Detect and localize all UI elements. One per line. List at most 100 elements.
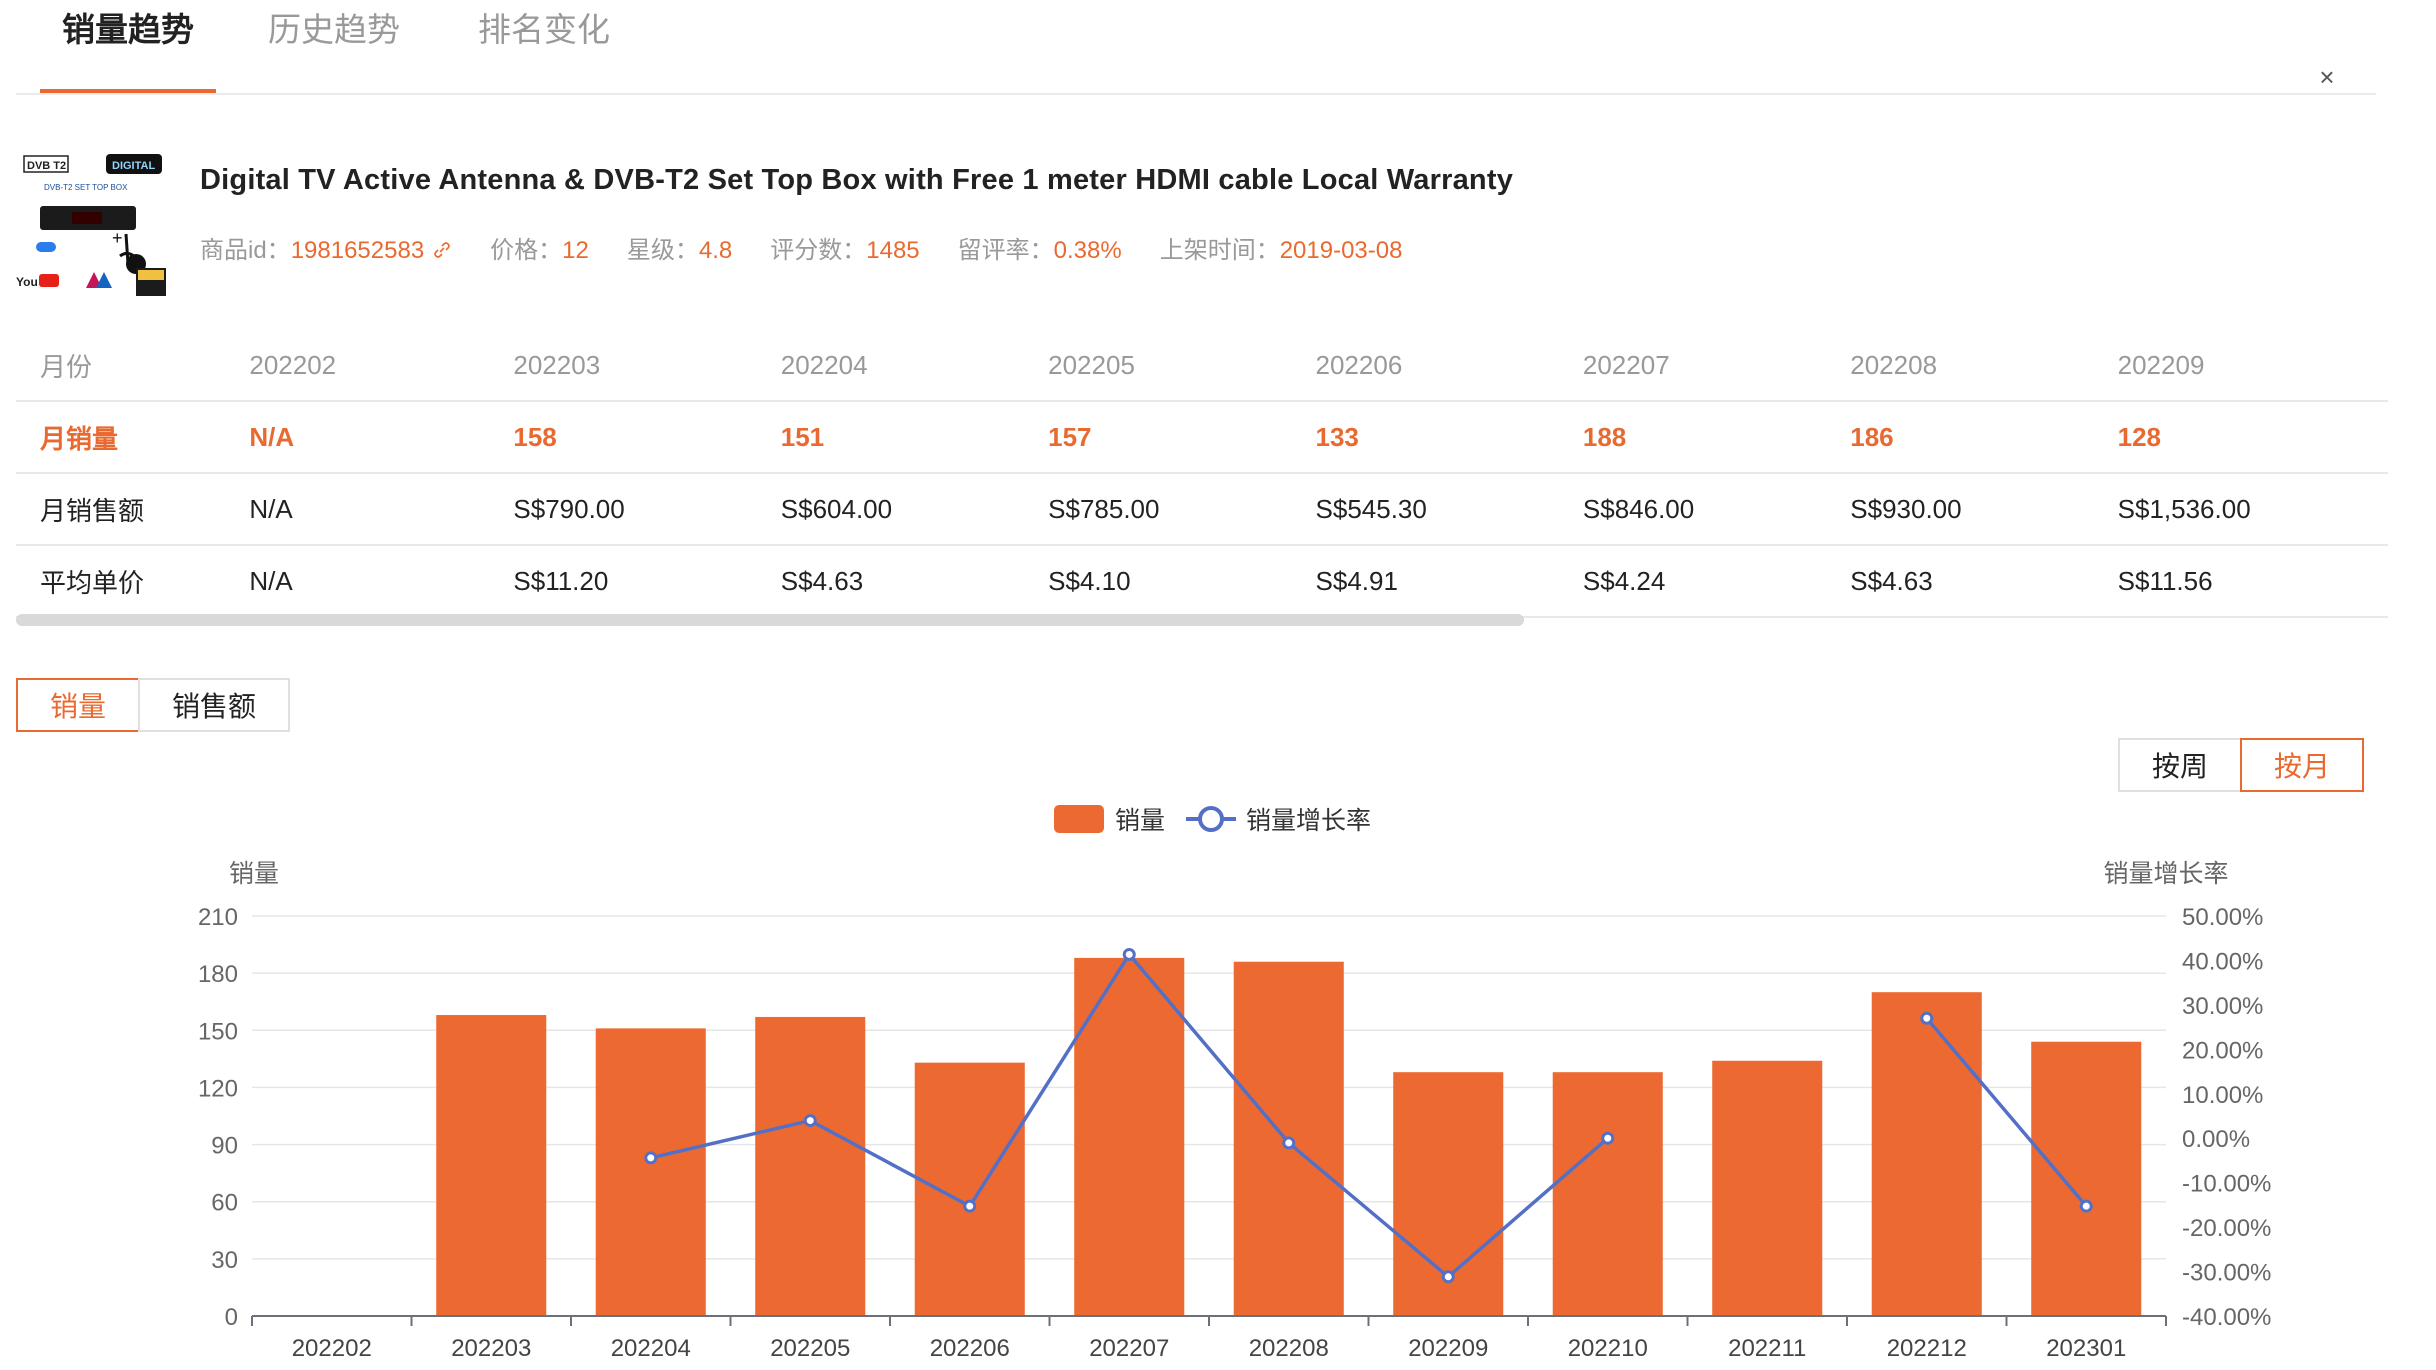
y-tick-label: 60 [211, 1190, 238, 1217]
period-button-2[interactable]: 按月 [2240, 738, 2364, 792]
meta-value[interactable]: 1981652583 [290, 237, 425, 264]
meta-value: 2019-03-08 [1279, 237, 1403, 264]
x-tick-label: 202210 [1568, 1335, 1648, 1362]
bar [595, 1028, 706, 1316]
x-tick-label: 202301 [2046, 1335, 2126, 1362]
row-label: 月销售额 [16, 473, 250, 546]
table-cell: 202205 [1048, 330, 1316, 402]
bar [755, 1016, 866, 1316]
bar [1233, 961, 1344, 1316]
metric-button-1[interactable]: 销量 [16, 678, 140, 732]
meta-label: 商品id： [200, 237, 291, 264]
meta-label: 星级： [626, 237, 699, 264]
table-row: 月销量 N/A 158 151 157 133 188 186 128 [16, 401, 2388, 474]
row-label: 月销量 [16, 401, 250, 474]
table-cell: 128 [2117, 401, 2388, 474]
table-cell: 188 [1582, 401, 1851, 474]
meta-item: 星级：4.8 [627, 237, 732, 264]
table-cell: S$846.00 [1582, 473, 1851, 546]
table-cell: 202207 [1582, 330, 1851, 402]
metric-button-2[interactable]: 销售额 [138, 678, 290, 732]
table-cell: 202204 [780, 330, 1049, 402]
x-tick-label: 202205 [770, 1335, 850, 1362]
growth-point [1920, 1011, 1934, 1025]
table-cell: S$4.10 [1048, 545, 1316, 618]
growth-point [1122, 947, 1136, 961]
x-tick-label: 202209 [1408, 1335, 1488, 1362]
y-tick-label: 120 [198, 1075, 238, 1102]
meta-item: 评分数：1485 [770, 237, 919, 264]
tab-1[interactable]: 销量趋势 [40, 0, 216, 93]
link-icon[interactable] [432, 240, 452, 260]
tab-3[interactable]: 排名变化 [478, 11, 610, 48]
bar [1393, 1072, 1504, 1316]
y-right-tick-label: 40.00% [2182, 948, 2263, 975]
bar [1712, 1060, 1823, 1316]
meta-label: 上架时间： [1159, 237, 1280, 264]
legend-bar-label: 销量 [1115, 807, 1165, 835]
legend-line-label: 销量增长率 [1246, 807, 1371, 835]
tab-bar: 销量趋势 历史趋势 排名变化 [16, 0, 2376, 95]
close-button[interactable]: × [2319, 62, 2335, 92]
table-cell: S$4.63 [780, 545, 1049, 618]
y-tick-label: 0 [225, 1304, 238, 1331]
growth-point [1601, 1131, 1615, 1145]
table-cell: 151 [780, 401, 1049, 474]
x-tick-label: 202211 [1728, 1335, 1806, 1362]
bar [914, 1062, 1025, 1316]
product-thumbnail: DVB T2 DIGITAL DVB-T2 SET TOP BOX + You [16, 140, 176, 300]
y-tick-label: 210 [198, 904, 238, 931]
table-cell: S$11.20 [513, 545, 781, 618]
x-tick-label: 202206 [930, 1335, 1010, 1362]
y-tick-label: 30 [211, 1247, 238, 1274]
table-scrollbar[interactable] [16, 614, 1524, 626]
meta-value: 4.8 [698, 237, 733, 264]
table-cell: S$1,536.00 [2117, 473, 2388, 546]
table-cell: S$790.00 [513, 473, 781, 546]
product-title: Digital TV Active Antenna & DVB-T2 Set T… [200, 164, 1514, 196]
meta-item: 上架时间：2019-03-08 [1160, 237, 1403, 264]
growth-point [2079, 1199, 2093, 1213]
svg-text:DVB T2: DVB T2 [27, 160, 66, 172]
bar [1871, 992, 1982, 1316]
y-tick-label: 90 [211, 1133, 238, 1160]
monthly-table: 月份 202202 202203 202204 202205 202206 202207 20… [16, 330, 2388, 630]
growth-point [1282, 1136, 1296, 1150]
row-label: 平均单价 [16, 545, 250, 618]
table-cell: 158 [513, 401, 781, 474]
period-button-1[interactable]: 按周 [2118, 738, 2242, 792]
x-tick-label: 202212 [1887, 1335, 1967, 1362]
growth-point [803, 1114, 817, 1128]
y-right-tick-label: 0.00% [2182, 1126, 2250, 1153]
y-tick-label: 150 [198, 1018, 238, 1045]
table-cell: S$11.56 [2117, 545, 2388, 618]
x-tick-label: 202204 [611, 1335, 691, 1362]
table-cell: 202209 [2117, 330, 2388, 402]
tab-2[interactable]: 历史趋势 [268, 11, 400, 48]
table-cell: 202203 [513, 330, 781, 402]
svg-text:DIGITAL: DIGITAL [112, 160, 155, 172]
x-tick-label: 202208 [1249, 1335, 1329, 1362]
y-right-axis-label: 销量增长率 [2103, 860, 2228, 888]
table-row: 平均单价 N/A S$11.20 S$4.63 S$4.10 S$4.91 S$4.24 S$… [16, 545, 2388, 618]
bar [1074, 957, 1185, 1316]
y-right-tick-label: -20.00% [2182, 1215, 2271, 1242]
table-cell: S$545.30 [1315, 473, 1583, 546]
table-cell: 157 [1048, 401, 1316, 474]
meta-value: 12 [562, 237, 589, 264]
y-right-tick-label: -30.00% [2182, 1260, 2271, 1287]
table-cell: 202206 [1315, 330, 1583, 402]
bar [436, 1015, 547, 1316]
product-header: DVB T2 DIGITAL DVB-T2 SET TOP BOX + You … [16, 130, 2376, 300]
table-cell: 202202 [249, 330, 514, 402]
growth-line [1925, 1017, 2088, 1208]
meta-item: 价格：12 [490, 237, 589, 264]
svg-text:DVB-T2 SET TOP BOX: DVB-T2 SET TOP BOX [44, 183, 128, 192]
legend-bar-swatch [1054, 805, 1104, 833]
bar [1552, 1072, 1663, 1316]
x-tick-label: 202203 [451, 1335, 531, 1362]
bar [2031, 1041, 2142, 1316]
meta-label: 评分数： [770, 237, 867, 264]
y-tick-label: 180 [198, 961, 238, 988]
y-right-tick-label: 20.00% [2182, 1037, 2263, 1064]
